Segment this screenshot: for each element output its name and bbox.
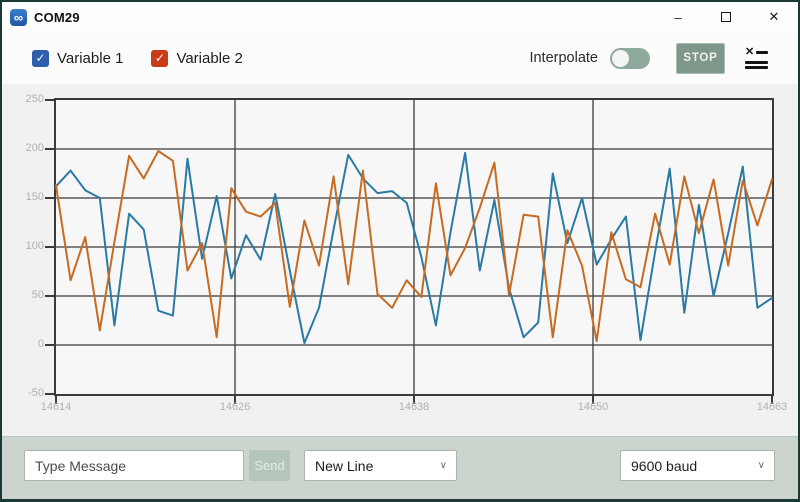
- x-tick-label: 14626: [219, 401, 251, 413]
- window-title: COM29: [34, 9, 80, 25]
- x-tick-label: 14638: [398, 401, 430, 413]
- toolbar: ✓ Variable 1 ✓ Variable 2 Interpolate ST…: [2, 32, 798, 84]
- stop-button[interactable]: STOP: [676, 42, 725, 74]
- variable1-toggle[interactable]: ✓ Variable 1: [32, 49, 124, 67]
- line-ending-select[interactable]: New Line ∨: [304, 450, 457, 481]
- x-tick-label: 14614: [40, 401, 72, 413]
- y-tick-label: 250: [25, 93, 44, 105]
- clear-bar: [756, 51, 768, 54]
- send-button[interactable]: Send: [249, 450, 290, 481]
- app-icon: ∞: [10, 8, 27, 26]
- variable1-label: Variable 1: [57, 49, 124, 67]
- y-tick-label: 50: [31, 289, 44, 301]
- y-tick-label: 200: [25, 142, 44, 154]
- line-ending-value: New Line: [315, 457, 374, 474]
- x-tick-label: 14650: [577, 401, 609, 413]
- message-input[interactable]: [24, 450, 244, 481]
- y-tick-label: 0: [37, 338, 44, 350]
- variable2-toggle[interactable]: ✓ Variable 2: [151, 49, 243, 67]
- y-tick-label: -50: [28, 387, 44, 399]
- chart-plot: [45, 98, 774, 404]
- close-icon[interactable]: ✕: [768, 9, 780, 24]
- title-bar: ∞ COM29 – ✕: [2, 2, 798, 32]
- chart-area: 250 200 150 100 50 0 -50 14614 14626 14638 14650 14…: [2, 84, 798, 436]
- interpolate-toggle[interactable]: [610, 47, 650, 69]
- variable1-checkbox[interactable]: ✓: [32, 49, 49, 67]
- x-tick-label: 14663: [756, 401, 788, 413]
- toolbar-right: Interpolate STOP ✕: [529, 42, 768, 74]
- y-tick-label: 150: [25, 191, 44, 203]
- clear-bar: [745, 66, 768, 69]
- y-tick-label: 100: [25, 240, 44, 252]
- variable2-label: Variable 2: [176, 49, 243, 67]
- chevron-down-icon: ∨: [757, 460, 765, 471]
- clear-bar: [745, 60, 768, 64]
- clear-list-icon[interactable]: ✕: [745, 47, 768, 69]
- baud-rate-select[interactable]: 9600 baud ∨: [620, 450, 775, 481]
- interpolate-label: Interpolate: [529, 50, 598, 66]
- message-bar: Send New Line ∨ 9600 baud ∨: [2, 436, 798, 499]
- window-controls: – ✕: [654, 2, 798, 32]
- chevron-down-icon: ∨: [439, 460, 447, 471]
- toggle-knob: [612, 49, 629, 67]
- baud-rate-value: 9600 baud: [631, 457, 698, 474]
- maximize-icon[interactable]: [702, 2, 750, 32]
- minimize-icon[interactable]: –: [674, 9, 682, 25]
- variable2-checkbox[interactable]: ✓: [151, 49, 169, 67]
- clear-x-glyph: ✕: [745, 46, 755, 58]
